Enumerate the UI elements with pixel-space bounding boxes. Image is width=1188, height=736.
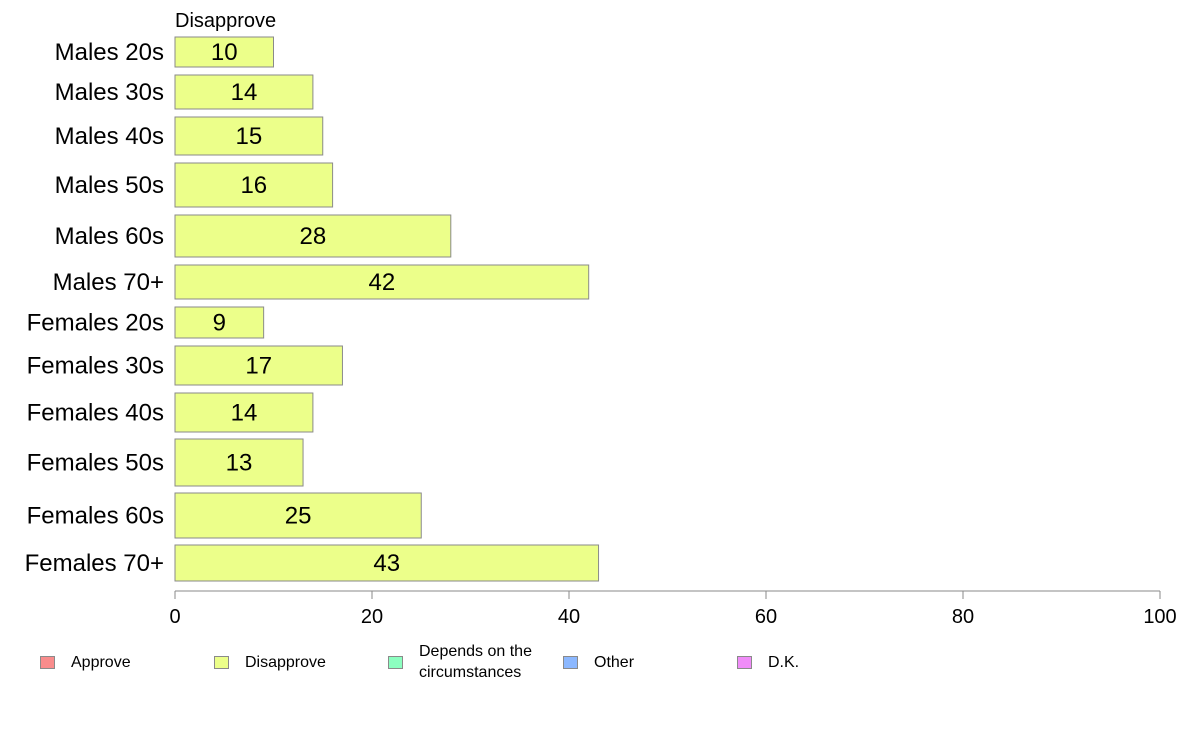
legend-swatch-disapprove: [214, 656, 229, 669]
bar-females-70plus: [174, 544, 600, 582]
category-label-males-20s: Males 20s: [55, 39, 164, 66]
value-label-males-70plus: 42: [368, 269, 395, 296]
legend-label-disapprove: Disapprove: [245, 654, 326, 671]
category-label-females-40s: Females 40s: [27, 400, 164, 427]
value-label-females-40s: 14: [231, 400, 258, 427]
value-label-females-20s: 9: [213, 310, 226, 337]
legend-item-dk: D.K.: [737, 652, 799, 673]
category-label-females-70plus: Females 70+: [25, 550, 164, 577]
category-label-females-50s: Females 50s: [27, 450, 164, 477]
bar-females-50s: [174, 438, 304, 487]
bar-females-60s: [174, 492, 422, 539]
legend-label-other: Other: [594, 654, 635, 671]
value-label-males-40s: 15: [236, 123, 263, 150]
series-header: Disapprove: [175, 10, 276, 32]
value-label-males-60s: 28: [300, 223, 327, 250]
bar-males-20s: [174, 36, 274, 68]
x-tick-label-100: 100: [1143, 606, 1176, 628]
value-label-females-30s: 17: [245, 353, 272, 380]
legend-label-dk: D.K.: [768, 654, 800, 671]
bar-males-60s: [174, 214, 452, 258]
value-label-males-50s: 16: [240, 172, 267, 199]
category-label-males-30s: Males 30s: [55, 79, 164, 106]
value-label-females-60s: 25: [285, 503, 312, 530]
legend-swatch-approve: [40, 656, 55, 669]
bar-females-20s: [174, 306, 265, 339]
legend-swatch-depends: [388, 655, 403, 669]
x-tick-label-0: 0: [169, 606, 180, 628]
bar-males-30s: [174, 74, 314, 110]
legend-item-depends: Depends on the circumstances: [388, 641, 532, 683]
value-label-females-70plus: 43: [373, 550, 400, 577]
x-tick-label-60: 60: [755, 606, 777, 628]
bar-males-50s: [174, 162, 334, 208]
category-label-males-70plus: Males 70+: [53, 269, 164, 296]
legend-swatch-other: [563, 656, 578, 669]
legend-item-disapprove: Disapprove: [214, 652, 326, 673]
category-label-females-60s: Females 60s: [27, 503, 164, 530]
category-label-males-40s: Males 40s: [55, 123, 164, 150]
bar-females-30s: [174, 345, 343, 386]
value-label-males-30s: 14: [231, 79, 258, 106]
bar-males-40s: [174, 116, 324, 156]
legend-swatch-dk: [737, 656, 752, 669]
bar-chart: Disapprove Males 20s 10 Males 30s 14 Males 4…: [25, 10, 1177, 628]
legend-item-other: Other: [563, 652, 634, 673]
category-label-females-30s: Females 30s: [27, 353, 164, 380]
category-label-males-60s: Males 60s: [55, 223, 164, 250]
legend-label-approve: Approve: [71, 654, 131, 671]
legend-label-depends: Depends on the circumstances: [419, 643, 532, 681]
category-label-males-50s: Males 50s: [55, 172, 164, 199]
value-label-males-20s: 10: [211, 39, 238, 66]
bar-males-70plus: [174, 264, 590, 300]
legend: Approve Disapprove Depends on the circum…: [0, 640, 1188, 700]
bar-females-40s: [174, 392, 314, 433]
x-axis: 0 20 40 60 80 100: [169, 590, 1177, 628]
x-tick-label-80: 80: [952, 606, 974, 628]
bars-group: Males 20s 10 Males 30s 14 Males 40s 15 Males 5…: [25, 36, 600, 582]
x-tick-label-40: 40: [558, 606, 580, 628]
legend-item-approve: Approve: [40, 652, 131, 673]
category-label-females-20s: Females 20s: [27, 310, 164, 337]
x-tick-label-20: 20: [361, 606, 383, 628]
value-label-females-50s: 13: [226, 450, 253, 477]
